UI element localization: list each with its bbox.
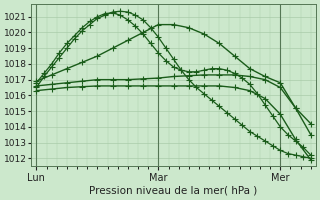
X-axis label: Pression niveau de la mer( hPa ): Pression niveau de la mer( hPa ) [90, 186, 258, 196]
